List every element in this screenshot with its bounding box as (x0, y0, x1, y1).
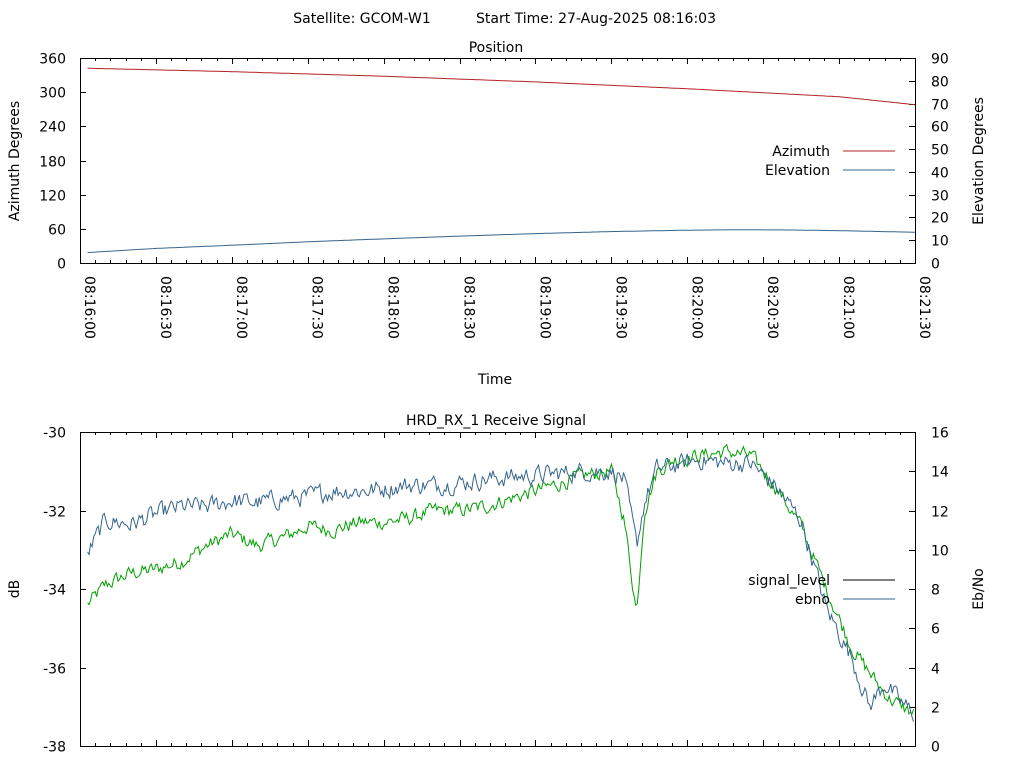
right-y-tick-label: 40 (931, 166, 949, 182)
x-tick-label: 08:18:00 (385, 276, 401, 339)
x-tick-label: 08:17:00 (233, 276, 249, 339)
left-y-tick-label: -36 (43, 662, 66, 678)
start-time-label: Start Time: 27-Aug-2025 08:16:03 (476, 11, 716, 27)
left-y-tick-label: 120 (39, 189, 66, 205)
satellite-label: Satellite: GCOM-W1 (293, 11, 430, 27)
left-y-tick-label: 240 (39, 120, 66, 136)
legend-azimuth-label: Azimuth (772, 144, 830, 160)
right-y-tick-label: 0 (931, 257, 940, 273)
left-y-tick-label: -34 (43, 583, 66, 599)
elevation-axis-label: Elevation Degrees (971, 97, 987, 225)
right-y-tick-label: 90 (931, 52, 949, 68)
ebno-line (87, 452, 914, 722)
azimuth-line (87, 67, 916, 106)
right-y-tick-label: 6 (931, 622, 940, 638)
right-y-tick-label: 4 (931, 662, 940, 678)
azimuth-axis-label: Azimuth Degrees (7, 101, 23, 221)
x-tick-label: 08:21:30 (916, 276, 932, 339)
right-y-tick-label: 8 (931, 583, 940, 599)
x-tick-label: 08:20:30 (764, 276, 780, 339)
x-tick-label: 08:18:30 (461, 276, 477, 339)
db-axis-label: dB (7, 580, 23, 599)
left-y-tick-label: -30 (43, 426, 66, 442)
right-y-tick-label: 2 (931, 701, 940, 717)
receive-series (87, 443, 914, 722)
x-tick-label: 08:21:00 (840, 276, 856, 339)
legend-signal-level-label: signal_level (748, 573, 830, 589)
time-axis-label: Time (477, 372, 512, 388)
right-y-tick-label: 12 (931, 505, 949, 521)
receive-legend: signal_level ebno (748, 573, 895, 608)
right-y-tick-label: 60 (931, 120, 949, 136)
position-axis-ticks: 0 60 120 180 240 300 360 0 10 20 30 40 50 60 70 80 90 08:… (39, 52, 949, 339)
position-legend: Azimuth Elevation (765, 144, 895, 179)
left-y-tick-label: -32 (43, 505, 66, 521)
right-y-tick-label: 0 (931, 740, 940, 756)
right-y-tick-label: 10 (931, 234, 949, 250)
right-y-tick-label: 70 (931, 98, 949, 114)
receive-signal-title: HRD_RX_1 Receive Signal (406, 413, 586, 429)
ebno-axis-label: Eb/No (971, 568, 987, 610)
legend-ebno-label: ebno (795, 592, 830, 608)
right-y-tick-label: 10 (931, 544, 949, 560)
x-tick-label: 08:16:00 (81, 276, 97, 339)
receive-signal-chart: HRD_RX_1 Receive Signal dB Eb/No -30-32-… (7, 413, 987, 756)
left-y-tick-label: 360 (39, 52, 66, 68)
position-chart: Position Azimuth Degrees Elevation Degre… (7, 40, 987, 388)
left-y-tick-label: 0 (57, 257, 66, 273)
left-y-tick-label: 300 (39, 86, 66, 102)
right-y-tick-label: 14 (931, 465, 949, 481)
x-tick-label: 08:17:30 (309, 276, 325, 339)
position-series (87, 67, 916, 253)
x-tick-label: 08:19:00 (536, 276, 552, 339)
x-tick-label: 08:20:00 (688, 276, 704, 339)
left-y-tick-label: 180 (39, 155, 66, 171)
receive-axis-ticks: -30 -32 -34 -36 -38 0 2 4 6 8 10 12 14 16 (43, 426, 949, 756)
position-chart-title: Position (469, 40, 524, 56)
right-y-tick-label: 50 (931, 143, 949, 159)
right-y-tick-label: 30 (931, 189, 949, 205)
x-tick-label: 08:16:30 (157, 276, 173, 339)
left-y-tick-label: 60 (48, 223, 66, 239)
right-y-tick-label: 80 (931, 75, 949, 91)
right-y-tick-label: 16 (931, 426, 949, 442)
legend-elevation-label: Elevation (765, 163, 830, 179)
elevation-line (87, 229, 916, 253)
left-y-tick-label: -38 (43, 740, 66, 756)
x-tick-label: 08:19:30 (612, 276, 628, 339)
signal-level-line (87, 443, 914, 715)
right-y-tick-label: 20 (931, 211, 949, 227)
